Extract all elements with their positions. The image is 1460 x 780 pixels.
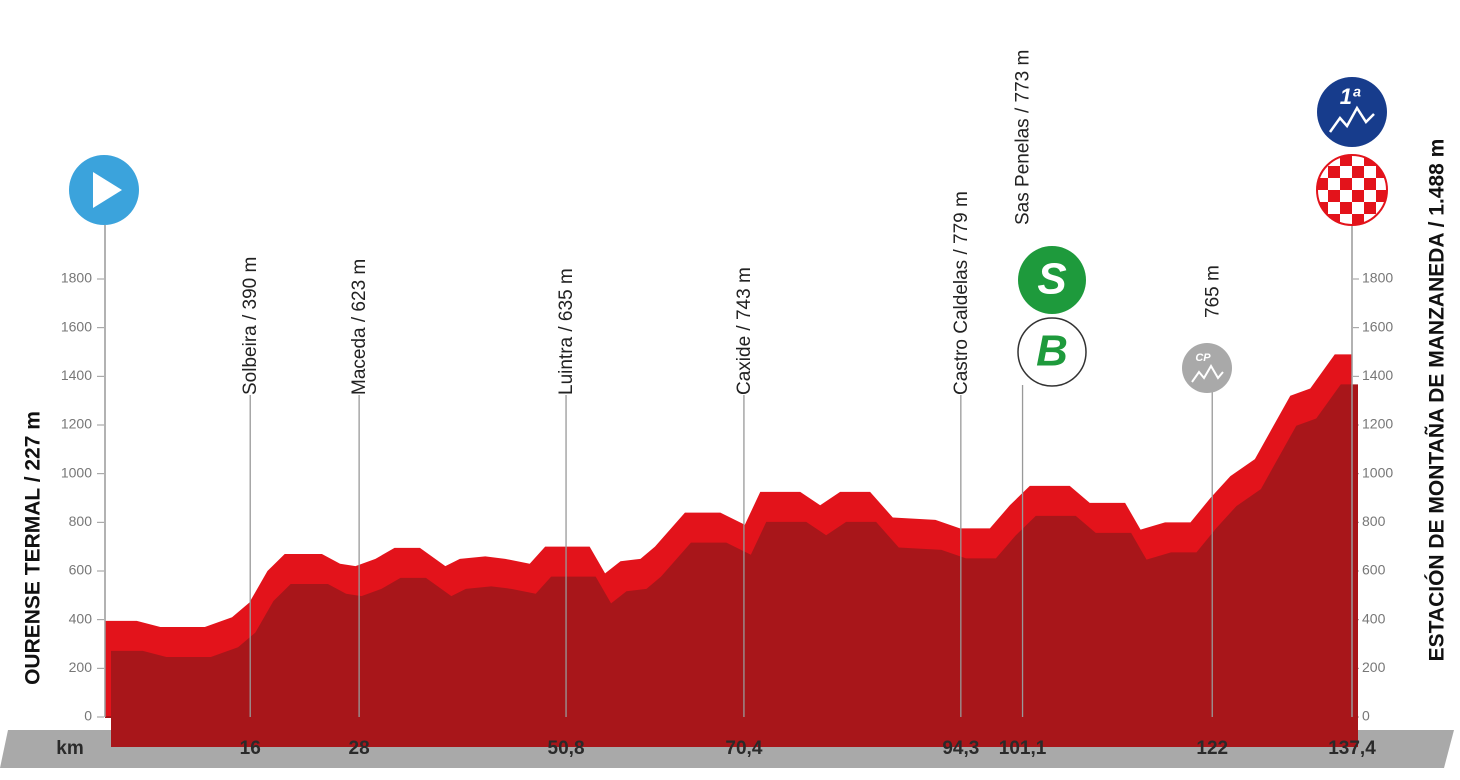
y-tick-label: 600 (69, 562, 93, 578)
x-tick-label: 16 (240, 738, 261, 759)
start-arrow (93, 172, 122, 208)
checkpoint-badge (1182, 343, 1232, 393)
y-tick-label: 200 (69, 659, 93, 675)
x-tick-label: 122 (1196, 738, 1228, 759)
elevation-shade (111, 384, 1358, 747)
finish-label: ESTACIÓN DE MONTAÑA DE MANZANEDA / 1.488… (1425, 139, 1449, 662)
waypoint-label: 765 m (1202, 265, 1223, 318)
plot: 0 0 200 200 400 400 600 600 800 800 1000 1000 1200 12… (61, 50, 1393, 747)
waypoint-label: Sas Penelas / 773 m (1013, 50, 1034, 225)
waypoint-label: Caxide / 743 m (734, 267, 755, 395)
y-tick-label: 1800 (61, 270, 92, 286)
checkpoint-text: CP (1195, 352, 1211, 364)
start-label: OURENSE TERMAL / 227 m (22, 411, 45, 685)
x-tick-label: 94,3 (942, 738, 979, 759)
climb-badge (1317, 77, 1387, 147)
y-tick-label: 0 (84, 708, 92, 724)
x-axis-label: km (56, 738, 83, 759)
waypoint-label: Castro Caldelas / 779 m (951, 191, 972, 395)
y-tick-label: 1600 (61, 318, 92, 334)
sprint-letter: S (1037, 255, 1066, 304)
y-tick-label: 800 (69, 513, 93, 529)
y-tick-label: 1400 (61, 367, 92, 383)
shade-base (105, 716, 1352, 718)
y-tick-label-right: 1400 (1362, 367, 1393, 383)
y-tick-label-right: 1200 (1362, 416, 1393, 432)
x-tick-label: 101,1 (999, 738, 1047, 759)
x-tick-label: 28 (349, 738, 370, 759)
x-tick-label: 70,4 (725, 738, 762, 759)
finish-icon (1316, 154, 1388, 226)
y-tick-label-right: 200 (1362, 659, 1386, 675)
x-tick-label: 50,8 (548, 738, 585, 759)
y-tick-label-right: 600 (1362, 562, 1386, 578)
bonus-letter: B (1036, 327, 1068, 376)
y-tick-label-right: 1800 (1362, 270, 1393, 286)
x-tick-label: 137,4 (1328, 738, 1376, 759)
y-tick-label: 1200 (61, 416, 92, 432)
y-tick-label: 400 (69, 610, 93, 626)
climb-mountain (1328, 105, 1375, 133)
sprint-badge (1018, 246, 1086, 314)
waypoint-label: Solbeira / 390 m (240, 257, 261, 395)
climb-category: 1ª (1340, 84, 1361, 109)
y-tick-label-right: 0 (1362, 708, 1370, 724)
y-tick-label-right: 1600 (1362, 318, 1393, 334)
y-tick-label-right: 1000 (1362, 464, 1393, 480)
waypoint-label: Luintra / 635 m (556, 268, 577, 395)
y-tick-label-right: 800 (1362, 513, 1386, 529)
waypoint-label: Maceda / 623 m (349, 259, 370, 395)
y-tick-label: 1000 (61, 464, 92, 480)
bonus-badge (1017, 317, 1087, 387)
y-tick-label-right: 400 (1362, 610, 1386, 626)
checkpoint-mountain (1191, 364, 1224, 383)
